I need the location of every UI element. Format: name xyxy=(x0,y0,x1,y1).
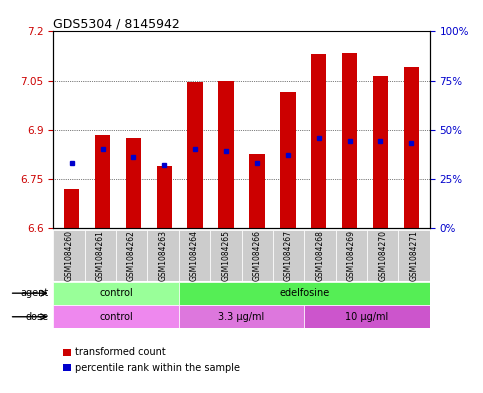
Bar xyxy=(126,138,141,228)
Bar xyxy=(242,230,273,281)
Text: GSM1084265: GSM1084265 xyxy=(221,230,230,281)
Bar xyxy=(304,230,336,281)
Bar xyxy=(179,282,430,305)
Text: GDS5304 / 8145942: GDS5304 / 8145942 xyxy=(53,17,180,30)
Bar xyxy=(187,82,203,228)
Bar xyxy=(179,305,304,328)
Bar xyxy=(53,230,85,281)
Text: GSM1084260: GSM1084260 xyxy=(64,230,73,281)
Text: edelfosine: edelfosine xyxy=(279,288,329,298)
Text: agent: agent xyxy=(20,288,48,298)
Bar xyxy=(156,166,172,228)
Bar xyxy=(218,81,234,228)
Bar xyxy=(304,305,430,328)
Text: GSM1084269: GSM1084269 xyxy=(347,230,356,281)
Text: GSM1084263: GSM1084263 xyxy=(158,230,168,281)
Bar xyxy=(53,305,179,328)
Bar xyxy=(63,364,71,371)
Bar xyxy=(249,154,265,228)
Bar xyxy=(147,230,179,281)
Bar xyxy=(311,54,327,228)
Bar xyxy=(336,230,367,281)
Bar xyxy=(95,135,110,228)
Text: transformed count: transformed count xyxy=(75,347,166,357)
Text: 3.3 μg/ml: 3.3 μg/ml xyxy=(218,312,265,322)
Text: control: control xyxy=(99,312,133,322)
Text: GSM1084264: GSM1084264 xyxy=(190,230,199,281)
Bar xyxy=(273,230,304,281)
Text: GSM1084262: GSM1084262 xyxy=(127,230,136,281)
Text: GSM1084266: GSM1084266 xyxy=(253,230,262,281)
Text: GSM1084267: GSM1084267 xyxy=(284,230,293,281)
Bar xyxy=(373,75,388,228)
Text: control: control xyxy=(99,288,133,298)
Bar xyxy=(367,230,398,281)
Text: 10 μg/ml: 10 μg/ml xyxy=(345,312,389,322)
Bar xyxy=(398,230,430,281)
Text: dose: dose xyxy=(25,312,48,322)
Text: GSM1084268: GSM1084268 xyxy=(315,230,325,281)
Bar xyxy=(116,230,147,281)
Bar xyxy=(280,92,296,228)
Text: percentile rank within the sample: percentile rank within the sample xyxy=(75,363,240,373)
Bar xyxy=(404,68,419,228)
Bar xyxy=(63,349,71,356)
Bar xyxy=(342,53,357,228)
Bar xyxy=(53,282,179,305)
Bar xyxy=(210,230,242,281)
Bar xyxy=(179,230,210,281)
Bar xyxy=(64,189,79,228)
Bar xyxy=(85,230,116,281)
Text: GSM1084261: GSM1084261 xyxy=(96,230,105,281)
Text: GSM1084270: GSM1084270 xyxy=(378,230,387,281)
Text: GSM1084271: GSM1084271 xyxy=(410,230,419,281)
